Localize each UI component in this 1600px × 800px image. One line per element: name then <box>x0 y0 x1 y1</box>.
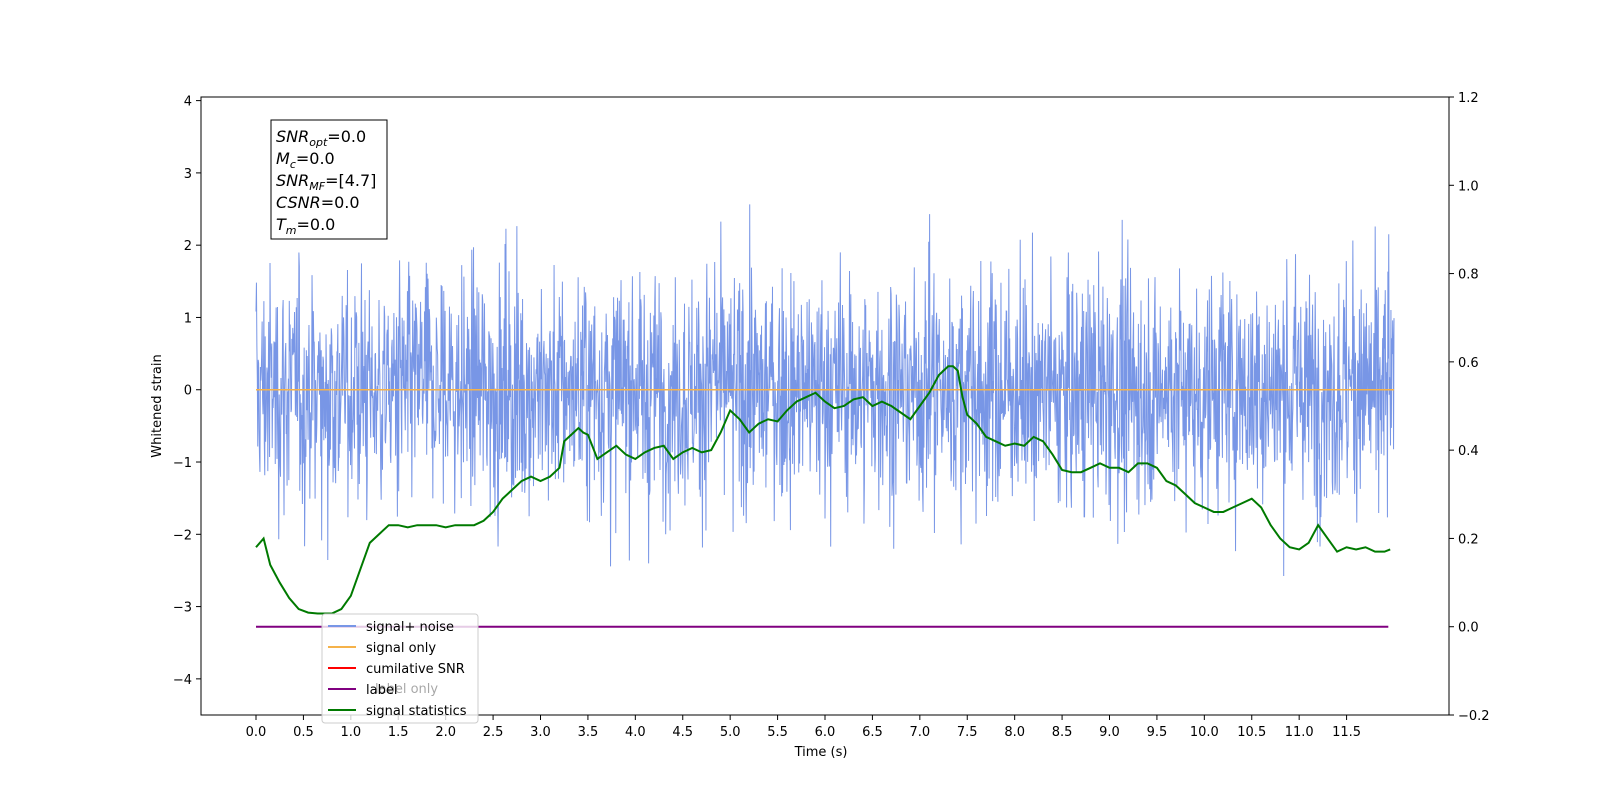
annotation-box-frame <box>270 119 388 240</box>
y-tick-label: −4 <box>173 673 192 688</box>
y-tick-label: −3 <box>173 601 192 616</box>
y2-tick-label: 1.0 <box>1458 179 1479 194</box>
x-tick-label: 11.5 <box>1332 725 1361 740</box>
annotation-line: SNRopt=0.0 <box>276 127 366 149</box>
x-tick-label: 6.0 <box>815 725 836 740</box>
x-tick-label: 5.5 <box>767 725 788 740</box>
x-tick-label: 3.0 <box>530 725 551 740</box>
legend-entry-label: label <box>366 683 397 698</box>
x-tick-label: 7.0 <box>909 725 930 740</box>
y-tick-label: −1 <box>173 456 192 471</box>
annotation-line: CSNR=0.0 <box>276 193 360 212</box>
x-tick-label: 10.5 <box>1237 725 1266 740</box>
legend-overlap-text: label only <box>375 682 438 697</box>
x-tick-label: 8.5 <box>1052 725 1073 740</box>
x-tick-label: 3.5 <box>578 725 599 740</box>
x-tick-label: 11.0 <box>1285 725 1314 740</box>
annotation-line: SNRMF=[4.7] <box>276 171 376 193</box>
x-tick-label: 4.0 <box>625 725 646 740</box>
legend-frame <box>321 613 479 724</box>
y-tick-label: 4 <box>184 95 192 110</box>
y2-tick-label: −0.2 <box>1458 709 1490 724</box>
y2-tick-label: 0.0 <box>1458 621 1479 636</box>
y-tick-label: 1 <box>184 311 192 326</box>
y2-tick-label: 1.2 <box>1458 91 1479 106</box>
y2-tick-label: 0.6 <box>1458 356 1479 371</box>
y-tick-label: 2 <box>184 239 192 254</box>
x-tick-label: 4.5 <box>672 725 693 740</box>
x-tick-label: 2.0 <box>435 725 456 740</box>
y2-tick-label: 0.8 <box>1458 268 1479 283</box>
legend-entry-label: signal statistics <box>366 704 467 719</box>
series-signal-statistics <box>255 365 1391 615</box>
legend-entry-label: signal only <box>366 641 436 656</box>
x-tick-label: 5.0 <box>720 725 741 740</box>
x-tick-label: 9.0 <box>1099 725 1120 740</box>
y-tick-label: −2 <box>173 528 192 543</box>
y-axis-left: 4 3 2 1 0 −1 −2 −3 −4 <box>173 95 201 688</box>
y-tick-label: 3 <box>184 167 192 182</box>
x-tick-label: 0.0 <box>246 725 267 740</box>
x-tick-label: 0.5 <box>293 725 314 740</box>
legend-entry-label: cumilative SNR <box>366 662 465 677</box>
y2-tick-label: 0.4 <box>1458 444 1479 459</box>
y-tick-label: 0 <box>184 384 192 399</box>
annotation-line: Tm=0.0 <box>276 215 335 237</box>
x-tick-label: 1.0 <box>340 725 361 740</box>
x-axis: 0.0 0.5 1.0 1.5 2.0 2.5 3.0 3.5 4.0 4.5 5.0 5.5 6.0 6… <box>246 715 1361 740</box>
x-tick-label: 2.5 <box>483 725 504 740</box>
y2-tick-label: 0.2 <box>1458 532 1479 547</box>
annotation-line: Mc=0.0 <box>276 149 335 171</box>
series-signal-plus-noise <box>255 204 1395 576</box>
legend-entry-label: signal+ noise <box>366 620 454 635</box>
x-tick-label: 10.0 <box>1190 725 1219 740</box>
legend: label only signal+ noise signal only cumila… <box>321 613 479 724</box>
x-tick-label: 7.5 <box>957 725 978 740</box>
x-tick-label: 8.0 <box>1004 725 1025 740</box>
x-axis-label: Time (s) <box>794 745 848 760</box>
x-tick-label: 6.5 <box>862 725 883 740</box>
x-tick-label: 1.5 <box>388 725 409 740</box>
y-axis-right: 1.2 1.0 0.8 0.6 0.4 0.2 0.0 −0.2 <box>1449 91 1490 724</box>
x-tick-label: 9.5 <box>1147 725 1168 740</box>
y-axis-label: Whitened strain <box>150 354 165 457</box>
